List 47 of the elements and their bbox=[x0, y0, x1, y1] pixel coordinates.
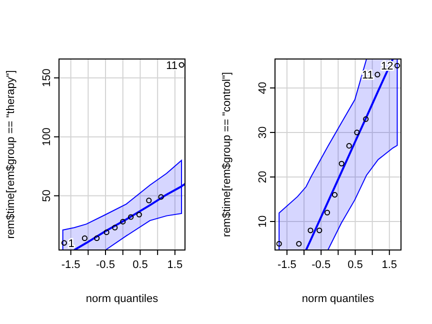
point bbox=[158, 194, 164, 200]
point bbox=[178, 62, 184, 68]
x-tick-label: 1.5 bbox=[382, 259, 398, 271]
line-series bbox=[305, 59, 394, 250]
y-tick-label: 50 bbox=[41, 190, 53, 202]
x-axis-title: norm quantiles bbox=[86, 293, 159, 305]
point bbox=[61, 240, 68, 246]
point bbox=[354, 130, 360, 136]
point bbox=[296, 240, 302, 247]
y-tick-label: 10 bbox=[257, 215, 269, 228]
y-axis-title: rem$time[rem$group == "control"] bbox=[221, 72, 233, 237]
point bbox=[374, 72, 380, 78]
x-tick-label: -0.5 bbox=[96, 259, 115, 271]
point bbox=[276, 240, 282, 247]
annotation: 11 bbox=[166, 60, 178, 72]
point bbox=[136, 212, 142, 218]
point bbox=[82, 235, 88, 242]
y-tick-label: 40 bbox=[257, 82, 269, 94]
y-tick-label: 150 bbox=[41, 68, 53, 88]
line-series bbox=[73, 182, 185, 250]
y-axis-title: rem$time[rem$group == "therapy"] bbox=[5, 70, 17, 239]
annotation: 11 bbox=[362, 70, 374, 82]
y-tick-label: 30 bbox=[257, 126, 269, 139]
point bbox=[112, 224, 118, 230]
x-tick-label: 0.5 bbox=[348, 259, 363, 271]
x-axis-title: norm quantiles bbox=[302, 293, 375, 305]
point bbox=[324, 210, 330, 216]
x-tick-label: -0.5 bbox=[312, 259, 331, 271]
point bbox=[104, 230, 110, 236]
point bbox=[346, 143, 352, 149]
point bbox=[332, 192, 338, 198]
point bbox=[308, 228, 314, 234]
annotation: 1 bbox=[68, 238, 74, 250]
point bbox=[120, 218, 126, 225]
x-tick-label: 1.5 bbox=[167, 259, 183, 271]
point bbox=[363, 116, 369, 122]
x-tick-label: -1.5 bbox=[277, 259, 296, 271]
point bbox=[394, 62, 400, 68]
point bbox=[316, 228, 322, 234]
y-tick-label: 100 bbox=[41, 128, 53, 146]
point bbox=[94, 235, 100, 242]
point bbox=[128, 214, 134, 220]
y-tick-label: 20 bbox=[257, 170, 269, 184]
x-tick-label: 0.5 bbox=[132, 259, 148, 271]
point bbox=[146, 198, 152, 204]
point bbox=[338, 160, 344, 166]
x-tick-label: -1.5 bbox=[61, 259, 80, 271]
